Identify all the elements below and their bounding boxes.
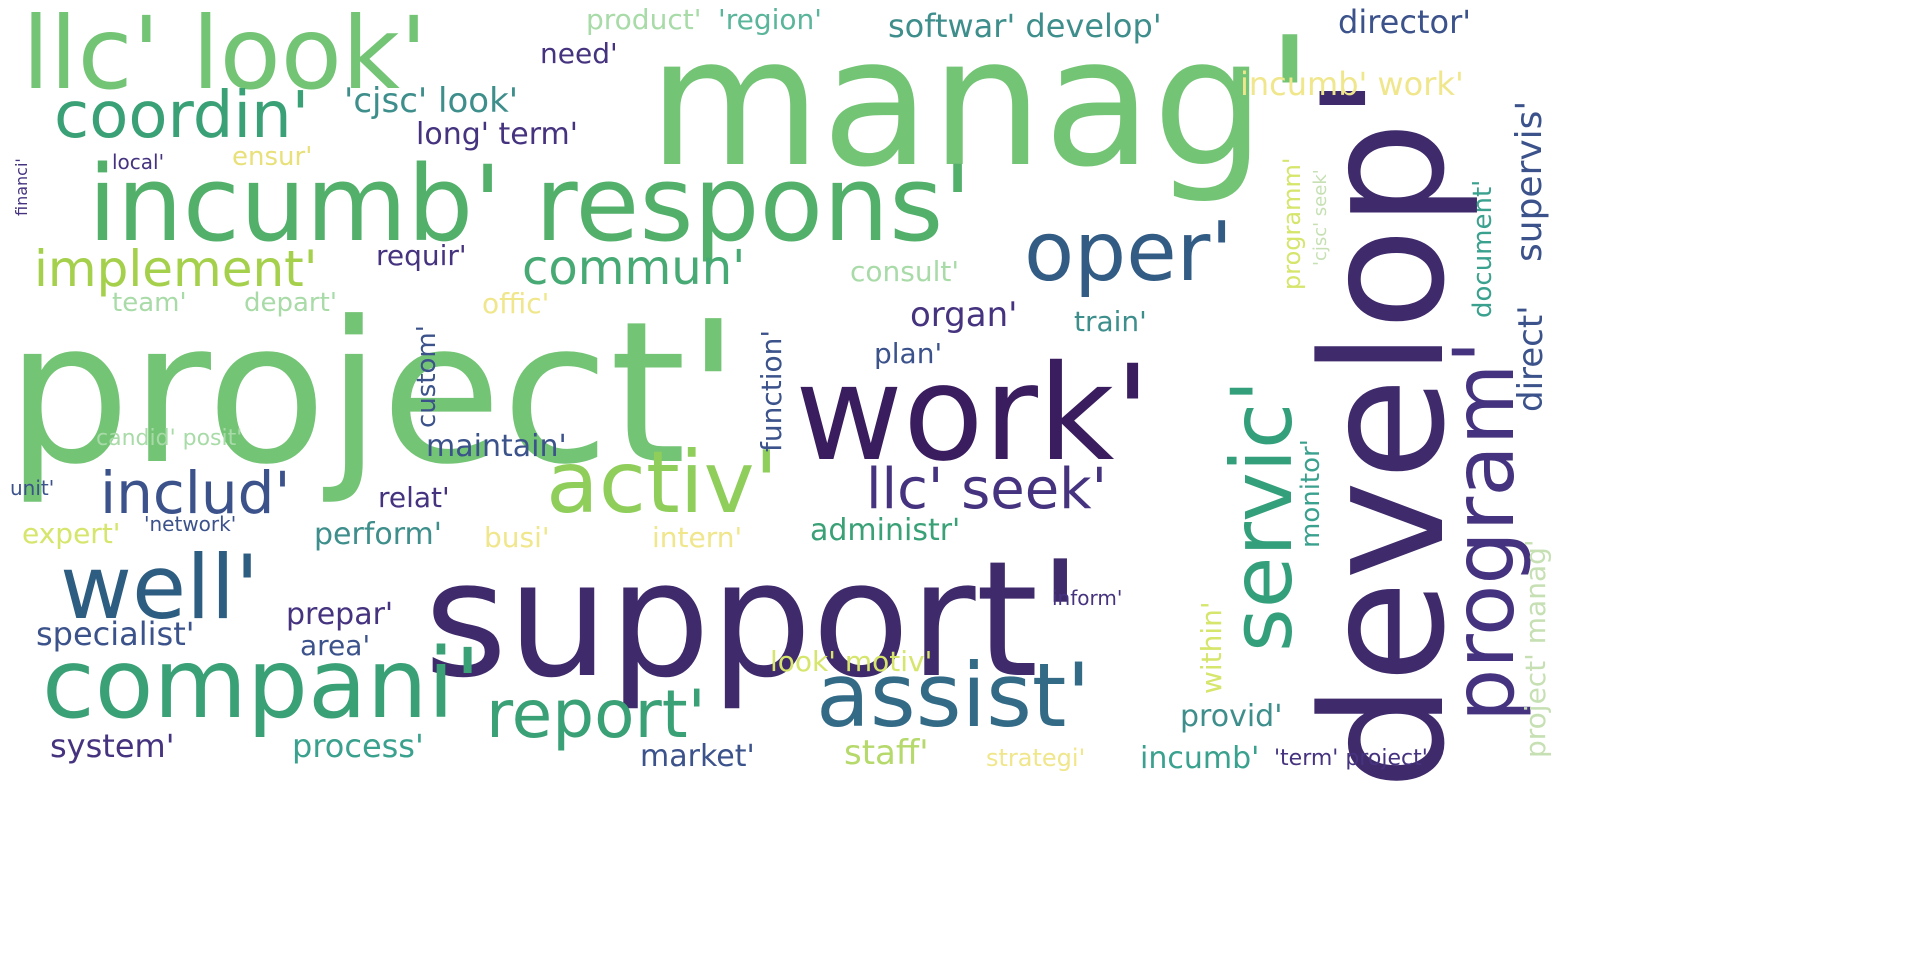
- word-depart: depart': [244, 288, 337, 318]
- word-supervis: supervis': [1509, 100, 1550, 262]
- word-maintain: maintain': [426, 429, 567, 464]
- word-financi: financi': [12, 158, 31, 216]
- word-term-project: 'term' project': [1274, 746, 1428, 771]
- word-market: market': [640, 739, 755, 774]
- word-offic: offic': [482, 287, 550, 320]
- word-project: project': [6, 280, 741, 508]
- word-work: work': [795, 337, 1151, 491]
- word-staff: staff': [844, 733, 929, 773]
- word-specialist: specialist': [36, 615, 195, 653]
- word-incumb: incumb': [1140, 741, 1260, 776]
- word-requir: requir': [376, 239, 467, 272]
- word-administr: administr': [810, 513, 961, 548]
- word-manag: manag': [648, 0, 1315, 206]
- word-plan: plan': [874, 337, 943, 370]
- word-includ: includ': [100, 459, 291, 527]
- word-expert: expert': [22, 517, 121, 550]
- word-llc-seek: llc' seek': [866, 457, 1108, 522]
- word-intern: intern': [652, 521, 743, 554]
- word-custom: custom': [412, 325, 442, 428]
- word-activ: activ': [546, 433, 779, 533]
- word-product: product': [586, 3, 702, 36]
- word-strategi: strategi': [986, 744, 1086, 772]
- word-implement: implement': [34, 240, 318, 298]
- word-compani: compani': [42, 628, 481, 740]
- word-system: system': [50, 727, 175, 765]
- word-process: process': [292, 727, 424, 765]
- word-perform: perform': [314, 517, 443, 552]
- word-document: document': [1468, 179, 1498, 318]
- word-within: within': [1195, 601, 1228, 694]
- word-support: support': [424, 526, 1083, 713]
- word-cjsc-look: 'cjsc' look': [344, 81, 519, 121]
- word-organ: organ': [910, 295, 1018, 335]
- word-ensur: ensur': [232, 142, 313, 172]
- word-director: director': [1338, 3, 1472, 41]
- word-team: team': [112, 288, 187, 318]
- word-busi: busi': [484, 521, 550, 554]
- word-area: area': [300, 629, 371, 662]
- word-monitor: monitor': [1296, 439, 1326, 548]
- word-coordin: coordin': [54, 79, 310, 153]
- word-prepar: prepar': [286, 597, 394, 632]
- word-oper: oper': [1024, 205, 1233, 300]
- word-relat: relat': [378, 481, 450, 514]
- word-softwar-develop: softwar' develop': [888, 7, 1162, 45]
- word-cjsc-seek: 'cjsc' seek': [1310, 169, 1331, 266]
- word-inform: inform': [1052, 586, 1123, 610]
- word-direct: direct': [1511, 305, 1551, 412]
- word-programm: programm': [1278, 157, 1306, 290]
- word-need: need': [540, 37, 618, 70]
- word-local: local': [112, 150, 165, 174]
- word-function: function': [755, 329, 788, 452]
- word-assist: assist': [816, 644, 1091, 747]
- word-well: well': [60, 536, 260, 639]
- word-long-term: long' term': [416, 117, 579, 152]
- word-candid-posit: candid' posit': [96, 426, 243, 451]
- word-servic: servic': [1213, 379, 1311, 652]
- word-train: train': [1074, 305, 1147, 338]
- word-look-motiv: look' motiv': [770, 645, 933, 678]
- word-project-manag: project' manag': [1519, 539, 1552, 758]
- word-consult: consult': [850, 255, 960, 288]
- word-unit: unit': [10, 476, 55, 500]
- word-incumb-work: incumb' work': [1240, 65, 1464, 103]
- word-llc-look: llc' look': [22, 0, 428, 112]
- word-region: 'region': [718, 3, 822, 36]
- word-provid: provid': [1180, 699, 1283, 734]
- word-network: 'network': [144, 512, 237, 536]
- word-commun: commun': [522, 240, 746, 296]
- word-report: report': [486, 676, 706, 753]
- word-incumb-respons: incumb' respons': [88, 143, 972, 265]
